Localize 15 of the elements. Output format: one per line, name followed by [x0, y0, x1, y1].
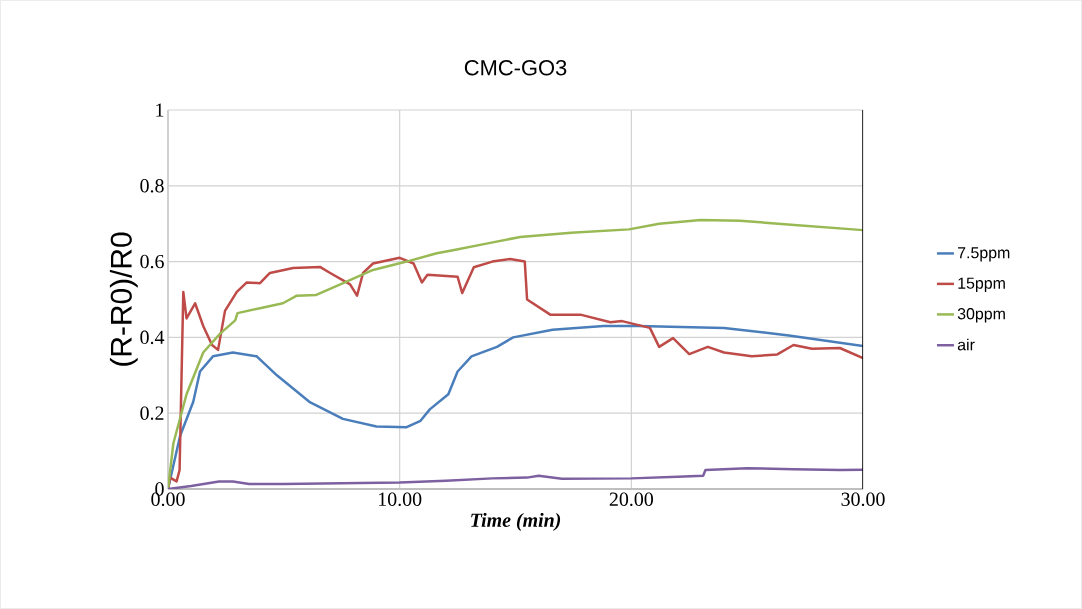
legend-label: 30ppm	[957, 308, 1005, 323]
legend-label: air	[957, 338, 975, 351]
x-tick-label: 10.00	[379, 492, 422, 507]
y-tick-label: 0.8	[140, 179, 164, 193]
legend-label: 15ppm	[958, 277, 1005, 292]
y-axis-title: (R-R0)/R0	[109, 232, 138, 366]
x-tick-label: 30.00	[841, 492, 885, 507]
y-tick-label: 0.2	[140, 406, 164, 420]
legend-label: 7.5ppm	[958, 247, 1010, 262]
chart-title: CMC-GO3	[464, 59, 567, 76]
y-tick-label: 0.6	[140, 254, 164, 269]
x-tick-label: 20.00	[609, 492, 653, 507]
x-axis-title: Time (min)	[471, 512, 561, 531]
y-tick-label: 1	[156, 103, 164, 117]
y-tick-label: 0.4	[140, 330, 165, 345]
